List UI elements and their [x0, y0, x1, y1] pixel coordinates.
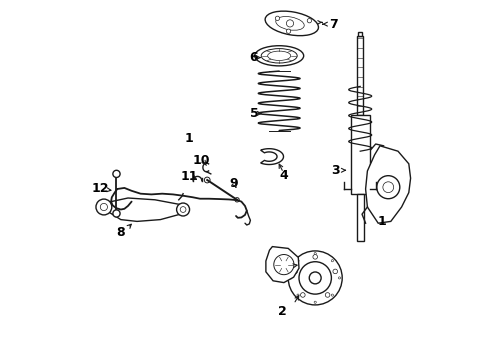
- Circle shape: [299, 262, 331, 294]
- Polygon shape: [266, 247, 299, 283]
- Circle shape: [100, 203, 107, 211]
- Bar: [351, 115, 369, 194]
- Circle shape: [314, 253, 316, 255]
- Polygon shape: [261, 149, 284, 165]
- Circle shape: [339, 277, 341, 279]
- Ellipse shape: [261, 49, 297, 63]
- Circle shape: [286, 29, 291, 33]
- Text: 10: 10: [193, 154, 210, 167]
- Circle shape: [293, 269, 297, 274]
- Circle shape: [300, 293, 305, 297]
- Circle shape: [288, 251, 342, 305]
- Circle shape: [309, 272, 321, 284]
- Circle shape: [275, 16, 280, 21]
- Circle shape: [290, 277, 292, 279]
- Circle shape: [176, 203, 190, 216]
- Circle shape: [286, 20, 294, 27]
- Circle shape: [113, 210, 120, 217]
- Bar: [357, 194, 364, 241]
- Circle shape: [113, 170, 120, 177]
- Circle shape: [383, 182, 393, 193]
- Circle shape: [325, 293, 330, 297]
- Text: 4: 4: [279, 169, 288, 182]
- Ellipse shape: [276, 17, 304, 30]
- Polygon shape: [103, 198, 184, 221]
- Bar: [358, 32, 362, 36]
- Text: 7: 7: [329, 18, 338, 31]
- Ellipse shape: [255, 46, 304, 66]
- Circle shape: [307, 18, 312, 23]
- Circle shape: [333, 269, 338, 274]
- Text: 5: 5: [249, 107, 258, 120]
- Circle shape: [314, 301, 316, 303]
- Circle shape: [180, 207, 186, 212]
- Text: 1: 1: [185, 132, 194, 145]
- Polygon shape: [366, 146, 411, 223]
- Circle shape: [331, 294, 334, 296]
- Circle shape: [235, 198, 239, 202]
- Circle shape: [331, 260, 334, 262]
- Text: 12: 12: [91, 183, 109, 195]
- Text: 6: 6: [249, 51, 258, 64]
- Bar: [357, 36, 363, 115]
- Circle shape: [204, 177, 210, 183]
- Circle shape: [297, 294, 299, 296]
- Circle shape: [96, 199, 112, 215]
- Text: 2: 2: [278, 305, 287, 318]
- Ellipse shape: [265, 11, 318, 36]
- Circle shape: [274, 255, 294, 275]
- Text: 11: 11: [180, 170, 198, 183]
- Text: 1: 1: [377, 215, 386, 228]
- Ellipse shape: [268, 51, 291, 60]
- Text: 9: 9: [229, 177, 238, 190]
- Text: 8: 8: [117, 226, 125, 239]
- Circle shape: [297, 260, 299, 262]
- Circle shape: [377, 176, 400, 199]
- Text: 3: 3: [331, 165, 339, 177]
- Circle shape: [313, 255, 318, 259]
